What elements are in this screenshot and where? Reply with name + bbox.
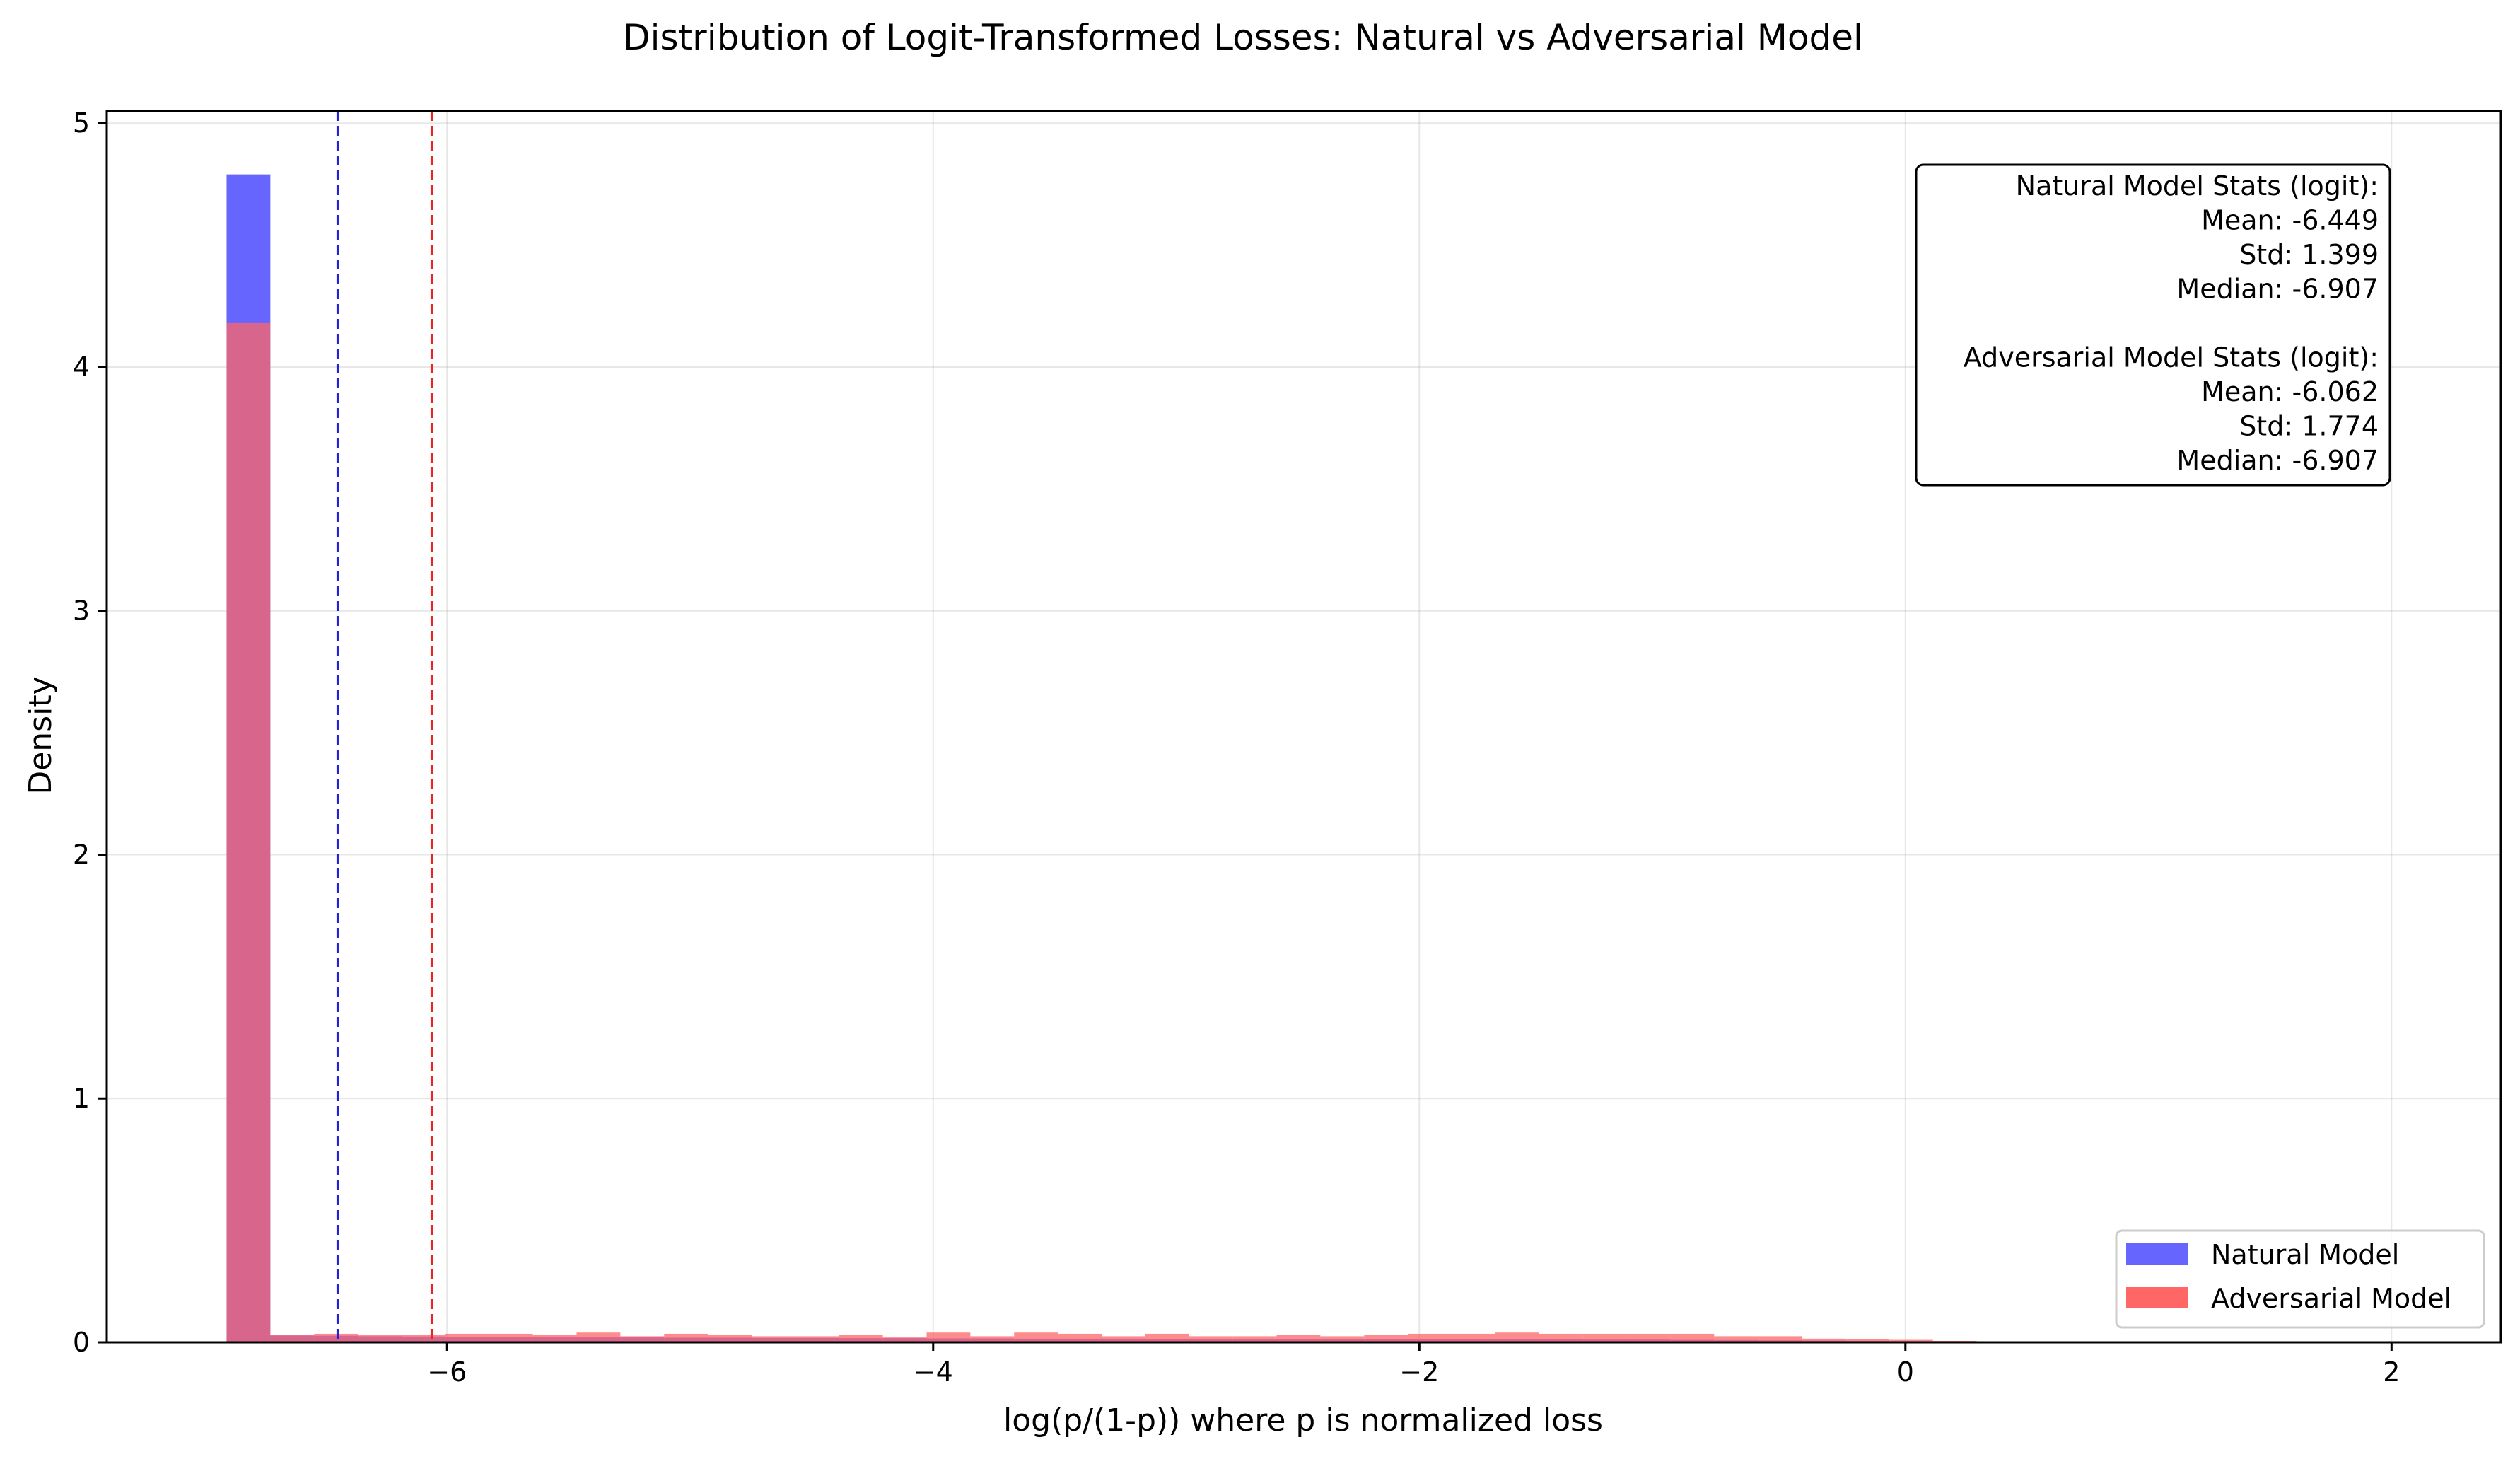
bar-adversarial-29: [1495, 1332, 1539, 1342]
x-tick-label-4: 2: [2383, 1356, 2400, 1388]
plot-frame: [105, 110, 2502, 1344]
y-tick-label-2: 2: [73, 839, 90, 870]
bar-adversarial-10: [664, 1333, 708, 1342]
legend-swatch-adversarial: [2126, 1287, 2188, 1308]
bar-adversarial-31: [1582, 1333, 1627, 1342]
x-tick-label-1: −4: [914, 1356, 953, 1388]
stats-annotation-box: Natural Model Stats (logit):Mean: -6.449…: [1915, 163, 2391, 487]
stats-line-1: Mean: -6.449: [2201, 205, 2379, 236]
bar-adversarial-25: [1320, 1336, 1365, 1342]
bar-adversarial-30: [1539, 1333, 1583, 1342]
stats-line-6: Mean: -6.062: [2201, 376, 2379, 407]
bar-adversarial-38: [1889, 1339, 1933, 1342]
stats-line-0: Natural Model Stats (logit):: [2016, 170, 2379, 202]
legend: Natural Model Adversarial Model: [2115, 1229, 2485, 1329]
bar-adversarial-27: [1408, 1333, 1452, 1342]
bar-adversarial-1: [270, 1335, 315, 1342]
bar-adversarial-23: [1232, 1336, 1277, 1342]
y-tick-label-4: 4: [73, 351, 90, 383]
bar-adversarial-11: [708, 1335, 752, 1342]
bar-adversarial-8: [576, 1332, 621, 1342]
bar-adversarial-6: [489, 1333, 533, 1342]
chart-title: Distribution of Logit-Transformed Losses…: [623, 17, 1863, 58]
bar-adversarial-3: [358, 1335, 402, 1342]
legend-swatch-natural: [2126, 1243, 2188, 1265]
stats-line-7: Std: 1.774: [2239, 411, 2379, 442]
bar-adversarial-0: [226, 322, 271, 1342]
bar-adversarial-17: [970, 1336, 1015, 1342]
stats-line-8: Median: -6.907: [2176, 445, 2379, 476]
legend-label-adversarial: Adversarial Model: [2211, 1283, 2451, 1314]
bar-adversarial-24: [1276, 1335, 1321, 1342]
bar-adversarial-13: [795, 1336, 839, 1342]
legend-frame: [2115, 1229, 2485, 1329]
stats-line-3: Median: -6.907: [2176, 274, 2379, 305]
bar-adversarial-16: [926, 1332, 971, 1342]
x-tick-label-3: 0: [1897, 1356, 1914, 1388]
bar-adversarial-21: [1145, 1333, 1189, 1342]
y-tick-label-0: 0: [73, 1327, 90, 1358]
histogram-bars: [226, 174, 2040, 1343]
bar-adversarial-18: [1014, 1332, 1058, 1342]
y-tick-label-3: 3: [73, 595, 90, 627]
bar-adversarial-12: [751, 1336, 795, 1342]
stats-box-border: [1915, 163, 2391, 487]
bar-adversarial-37: [1845, 1339, 1889, 1342]
mean-lines: [336, 111, 433, 1342]
bar-adversarial-4: [401, 1335, 445, 1342]
legend-label-natural: Natural Model: [2211, 1239, 2399, 1270]
x-tick-label-0: −6: [427, 1356, 467, 1388]
bar-adversarial-9: [620, 1336, 665, 1342]
x-tick-label-2: −2: [1399, 1356, 1439, 1388]
bar-adversarial-33: [1670, 1333, 1715, 1342]
y-tick-label-5: 5: [73, 107, 90, 139]
y-tick-label-1: 1: [73, 1083, 90, 1114]
stats-text-lines: Natural Model Stats (logit):Mean: -6.449…: [1964, 170, 2379, 476]
bar-adversarial-5: [445, 1333, 489, 1342]
stats-line-2: Std: 1.399: [2239, 239, 2379, 270]
axes: −6 −4 −2 0 2 0 1 2 3 4 5: [73, 107, 2502, 1388]
bar-adversarial-34: [1714, 1336, 1758, 1342]
bar-adversarial-32: [1626, 1333, 1671, 1342]
bar-adversarial-15: [882, 1337, 927, 1342]
bar-adversarial-2: [314, 1333, 358, 1342]
bar-adversarial-36: [1802, 1338, 1845, 1342]
x-axis-label: log(p/(1-p)) where p is normalized loss: [1003, 1402, 1603, 1438]
bar-adversarial-35: [1758, 1336, 1802, 1342]
bar-adversarial-26: [1364, 1335, 1408, 1342]
bar-adversarial-7: [532, 1335, 577, 1342]
bar-adversarial-20: [1101, 1336, 1145, 1342]
bar-adversarial-22: [1189, 1336, 1233, 1342]
bar-adversarial-19: [1058, 1333, 1102, 1342]
bar-adversarial-14: [839, 1335, 883, 1342]
y-axis-label: Density: [23, 676, 59, 794]
stats-line-5: Adversarial Model Stats (logit):: [1964, 342, 2379, 373]
bar-adversarial-28: [1452, 1333, 1495, 1342]
